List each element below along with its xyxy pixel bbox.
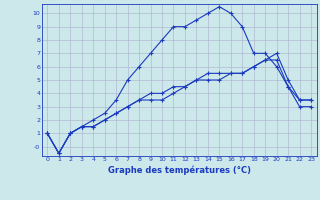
X-axis label: Graphe des températures (°C): Graphe des températures (°C) (108, 165, 251, 175)
